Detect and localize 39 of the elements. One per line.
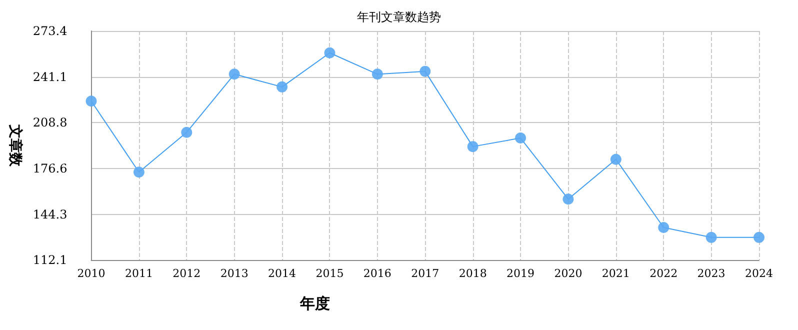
point xyxy=(420,66,431,77)
x-tick-label: 2017 xyxy=(411,267,440,280)
x-tick-label: 2015 xyxy=(316,267,344,280)
x-tick-label: 2012 xyxy=(172,267,201,280)
point xyxy=(324,47,336,58)
point xyxy=(228,68,240,80)
point xyxy=(515,132,526,144)
point xyxy=(133,166,144,178)
point xyxy=(276,81,288,92)
point xyxy=(658,222,670,233)
x-tick-label: 2021 xyxy=(602,267,630,280)
y-tick-label: 176.6 xyxy=(32,161,68,176)
point xyxy=(562,194,574,205)
chart-title: 年刊文章数趋势 xyxy=(357,10,441,24)
x-tick-label: 2023 xyxy=(697,267,726,280)
x-tick-label: 2019 xyxy=(506,267,535,280)
point xyxy=(610,154,622,165)
y-tick-label: 144.3 xyxy=(32,207,68,222)
y-axis-title: 文章数 xyxy=(7,124,24,168)
y-tick-label: 273.4 xyxy=(32,24,68,38)
y-tick-label: 241.1 xyxy=(32,70,68,84)
x-axis-title: 年度 xyxy=(299,294,330,312)
x-tick-label: 2013 xyxy=(220,267,248,280)
x-tick-label: 2018 xyxy=(458,267,487,280)
x-tick-label: 2010 xyxy=(77,267,106,280)
x-tick-label: 2014 xyxy=(268,267,296,280)
y-tick-label: 208.8 xyxy=(32,116,68,130)
x-tick-label: 2024 xyxy=(745,267,773,280)
x-tick-label: 2016 xyxy=(363,267,392,280)
point xyxy=(467,141,478,152)
y-tick-label: 112.1 xyxy=(32,253,68,267)
point xyxy=(181,126,192,138)
point xyxy=(706,232,717,243)
point xyxy=(372,68,383,80)
x-tick-label: 2020 xyxy=(554,267,582,280)
x-tick-label: 2022 xyxy=(650,267,678,280)
x-tick-label: 2011 xyxy=(124,267,153,280)
point xyxy=(754,232,764,243)
point xyxy=(86,96,97,107)
